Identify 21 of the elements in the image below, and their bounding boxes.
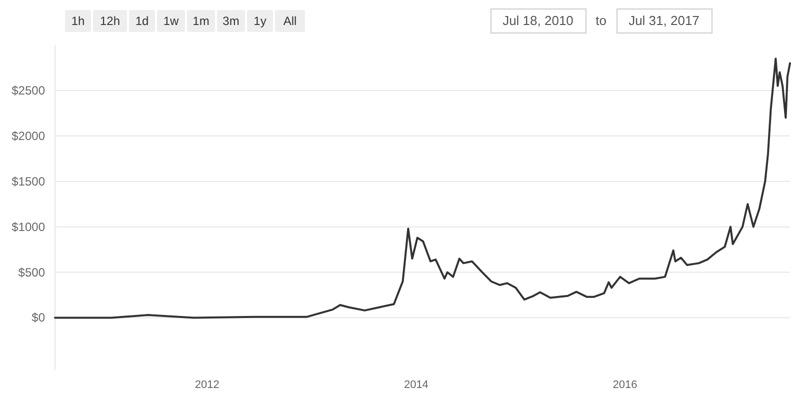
- range-button: 1y: [247, 10, 273, 32]
- x-tick-label: 2016: [612, 379, 638, 391]
- x-tick-label: 2012: [194, 379, 220, 391]
- y-tick-label: $1500: [12, 174, 46, 188]
- range-button: 1d: [129, 10, 155, 32]
- y-tick-label: $0: [32, 310, 46, 325]
- y-tick-label: $1000: [12, 220, 46, 234]
- x-tick-label: 2014: [404, 379, 428, 391]
- range-button: 12h: [93, 10, 127, 32]
- start-date-field: Jul 18, 2010: [490, 8, 586, 34]
- range-button: 1w: [157, 10, 185, 32]
- range-button: 1h: [65, 10, 91, 32]
- range-button: All: [275, 10, 305, 32]
- y-tick-label: $2000: [12, 128, 46, 143]
- y-tick-label: $500: [18, 265, 46, 280]
- y-tick-label: $2500: [12, 83, 46, 98]
- end-date-field: Jul 31, 2017: [616, 8, 712, 34]
- range-button: 1m: [187, 10, 215, 32]
- range-button: 3m: [217, 10, 245, 32]
- line-series: [54, 58, 791, 319]
- text: to: [596, 13, 606, 28]
